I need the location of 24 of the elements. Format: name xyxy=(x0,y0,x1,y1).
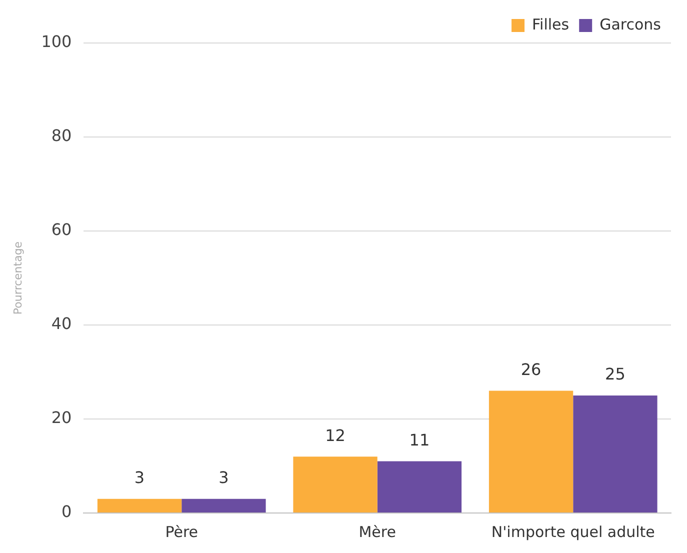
y-tick-label: 80 xyxy=(51,126,72,146)
x-tick-label: N'importe quel adulte xyxy=(491,522,655,541)
legend-label: Filles xyxy=(532,15,570,34)
data-label: 12 xyxy=(325,426,346,445)
bar xyxy=(97,498,182,512)
bar xyxy=(488,390,574,512)
legend-label: Garcons xyxy=(600,15,662,34)
x-tick-label: Père xyxy=(165,522,198,541)
x-tick-label: Mère xyxy=(358,522,396,541)
y-tick-label: 60 xyxy=(51,220,72,240)
y-tick-label: 40 xyxy=(51,314,72,334)
data-label: 11 xyxy=(409,430,430,450)
y-tick-label: 20 xyxy=(51,408,72,428)
bar xyxy=(293,456,378,512)
data-label: 25 xyxy=(605,364,626,384)
bar xyxy=(182,498,266,512)
data-label: 26 xyxy=(520,360,542,379)
data-label: 3 xyxy=(218,468,229,488)
bar xyxy=(377,461,462,512)
bar xyxy=(573,396,658,512)
data-label: 3 xyxy=(134,468,145,488)
y-tick-label: 100 xyxy=(41,32,72,52)
y-tick-label: 0 xyxy=(62,502,72,522)
y-axis-title: Pourrcentage xyxy=(11,241,24,315)
